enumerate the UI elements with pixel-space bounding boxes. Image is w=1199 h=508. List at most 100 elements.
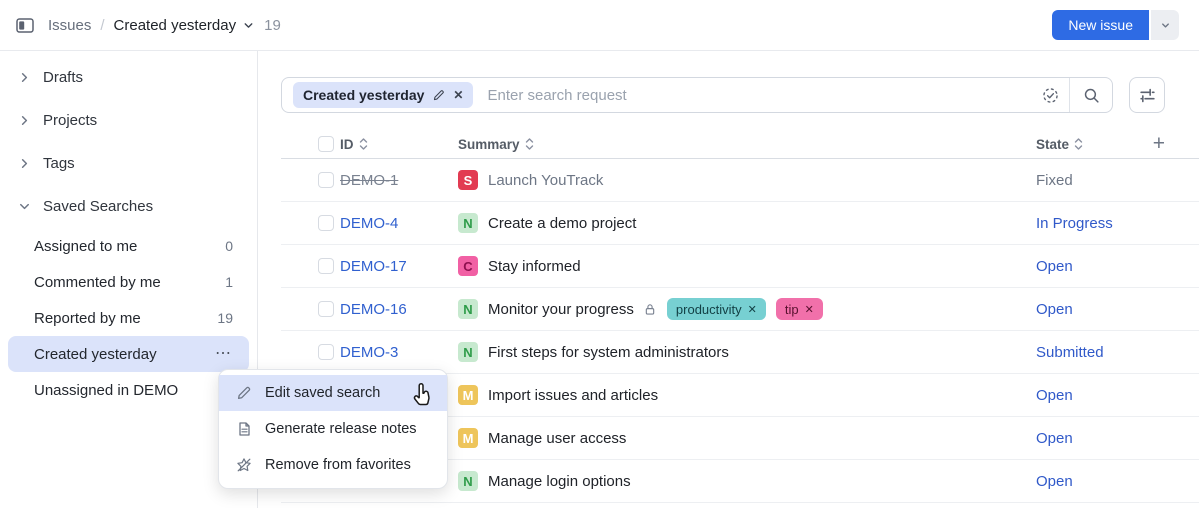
context-menu: Edit saved search Generate release notes… xyxy=(218,369,448,489)
search-input[interactable]: Created yesterday ✕ Enter search request xyxy=(281,77,1113,113)
sidebar-item-commented-by-me[interactable]: Commented by me 1 xyxy=(8,264,249,300)
add-column-button[interactable]: + xyxy=(1152,132,1165,155)
table-row[interactable]: DEMO-3 N First steps for system administ… xyxy=(281,331,1199,374)
row-checkbox[interactable] xyxy=(318,258,334,274)
breadcrumb-current[interactable]: Created yesterday xyxy=(114,17,256,34)
row-checkbox[interactable] xyxy=(318,172,334,188)
search-placeholder: Enter search request xyxy=(487,86,627,104)
issue-summary[interactable]: Launch YouTrack xyxy=(488,171,604,189)
sliders-icon xyxy=(1139,88,1155,102)
tag-pill[interactable]: tip ✕ xyxy=(775,298,823,320)
issue-summary[interactable]: Manage login options xyxy=(488,472,631,490)
column-header-id[interactable]: ID xyxy=(340,137,368,152)
sidebar-toggle-icon[interactable] xyxy=(16,17,35,34)
new-issue-dropdown-button[interactable] xyxy=(1151,10,1179,40)
sidebar-section-label: Saved Searches xyxy=(43,198,154,215)
chevron-down-icon xyxy=(20,203,29,210)
saved-search-count: 0 xyxy=(225,238,233,254)
issue-id-link[interactable]: DEMO-4 xyxy=(340,214,399,232)
issue-summary[interactable]: Create a demo project xyxy=(488,214,637,232)
issue-type-badge: M xyxy=(458,385,478,405)
search-filter-pill[interactable]: Created yesterday ✕ xyxy=(293,82,474,108)
saved-search-label: Unassigned in DEMO xyxy=(34,381,179,399)
lock-icon xyxy=(643,302,657,317)
sidebar-item-assigned-to-me[interactable]: Assigned to me 0 xyxy=(8,228,249,264)
table-row[interactable]: DEMO-4 N Create a demo project In Progre… xyxy=(281,202,1199,245)
state-link[interactable]: Open xyxy=(1036,300,1073,318)
remove-filter-icon[interactable]: ✕ xyxy=(453,88,464,102)
sort-icon xyxy=(1074,138,1083,150)
new-issue-button[interactable]: New issue xyxy=(1052,10,1149,40)
chevron-down-icon xyxy=(244,22,253,28)
issue-type-badge: N xyxy=(458,299,478,319)
search-icon[interactable] xyxy=(1070,78,1112,112)
menu-item-generate-release-notes[interactable]: Generate release notes xyxy=(219,411,447,447)
menu-item-edit-saved-search[interactable]: Edit saved search xyxy=(219,375,447,411)
sidebar-section-saved-searches[interactable]: Saved Searches xyxy=(0,185,257,228)
row-checkbox[interactable] xyxy=(318,344,334,360)
issue-type-badge: S xyxy=(458,170,478,190)
saved-search-label: Assigned to me xyxy=(34,237,138,255)
sidebar-section-tags[interactable]: Tags xyxy=(0,142,257,185)
table-row[interactable]: DEMO-17 C Stay informed Open xyxy=(281,245,1199,288)
tag-remove-icon[interactable]: ✕ xyxy=(747,303,757,316)
sort-icon xyxy=(525,138,533,150)
issue-summary[interactable]: Import issues and articles xyxy=(488,386,659,404)
issue-type-badge: M xyxy=(458,428,478,448)
issue-type-badge: C xyxy=(458,256,478,276)
search-icons-divider xyxy=(1069,78,1070,112)
menu-item-label: Remove from favorites xyxy=(265,457,411,473)
breadcrumb-issues[interactable]: Issues xyxy=(48,16,92,34)
state-link[interactable]: Open xyxy=(1036,472,1073,490)
pencil-icon xyxy=(237,386,251,400)
issue-summary[interactable]: Monitor your progress xyxy=(488,300,634,318)
view-settings-button[interactable] xyxy=(1129,77,1165,113)
ai-assist-icon[interactable] xyxy=(1031,78,1069,112)
issue-id-link[interactable]: DEMO-1 xyxy=(340,171,399,189)
issue-id-link[interactable]: DEMO-17 xyxy=(340,257,407,275)
sidebar-item-unassigned-in-demo[interactable]: Unassigned in DEMO xyxy=(8,372,249,408)
row-checkbox[interactable] xyxy=(318,215,334,231)
tag-label: productivity xyxy=(675,301,742,317)
tag-pill[interactable]: productivity ✕ xyxy=(666,298,766,320)
release-notes-icon xyxy=(239,422,250,436)
state-link[interactable]: Open xyxy=(1036,386,1073,404)
unstar-icon xyxy=(237,458,251,472)
state-link[interactable]: In Progress xyxy=(1036,214,1113,232)
issue-count: 19 xyxy=(264,16,281,34)
issue-summary[interactable]: Stay informed xyxy=(488,257,581,275)
sort-icon xyxy=(359,138,367,150)
column-header-summary[interactable]: Summary xyxy=(458,137,534,152)
search-filter-label: Created yesterday xyxy=(303,87,425,103)
issue-type-badge: N xyxy=(458,471,478,491)
state-link[interactable]: Fixed xyxy=(1036,171,1073,189)
chevron-right-icon xyxy=(21,73,28,82)
sidebar-section-drafts[interactable]: Drafts xyxy=(0,56,257,99)
sidebar-item-created-yesterday[interactable]: Created yesterday ⋯ xyxy=(8,336,249,372)
sidebar-item-reported-by-me[interactable]: Reported by me 19 xyxy=(8,300,249,336)
table-row[interactable]: DEMO-1 S Launch YouTrack Fixed xyxy=(281,159,1199,202)
new-issue-split-button: New issue xyxy=(1052,10,1179,40)
saved-search-count: 19 xyxy=(217,310,233,326)
select-all-checkbox[interactable] xyxy=(318,136,334,152)
issue-summary[interactable]: First steps for system administrators xyxy=(488,343,729,361)
issue-id-link[interactable]: DEMO-3 xyxy=(340,343,399,361)
table-row[interactable]: DEMO-16 N Monitor your progress producti… xyxy=(281,288,1199,331)
search-field-icons xyxy=(1031,78,1112,112)
state-link[interactable]: Open xyxy=(1036,429,1073,447)
row-checkbox[interactable] xyxy=(318,301,334,317)
issue-summary[interactable]: Manage user access xyxy=(488,429,627,447)
sidebar-section-label: Tags xyxy=(43,155,75,172)
tag-list: productivity ✕ tip ✕ xyxy=(657,298,823,320)
column-header-state[interactable]: State xyxy=(1036,137,1083,152)
breadcrumb-separator: / xyxy=(100,16,105,34)
more-options-icon[interactable]: ⋯ xyxy=(215,345,233,362)
state-link[interactable]: Submitted xyxy=(1036,343,1104,361)
edit-pencil-icon[interactable] xyxy=(432,89,445,102)
tag-remove-icon[interactable]: ✕ xyxy=(804,303,814,316)
issue-type-badge: N xyxy=(458,213,478,233)
menu-item-remove-from-favorites[interactable]: Remove from favorites xyxy=(219,447,447,483)
issue-id-link[interactable]: DEMO-16 xyxy=(340,300,407,318)
state-link[interactable]: Open xyxy=(1036,257,1073,275)
sidebar-section-projects[interactable]: Projects xyxy=(0,99,257,142)
